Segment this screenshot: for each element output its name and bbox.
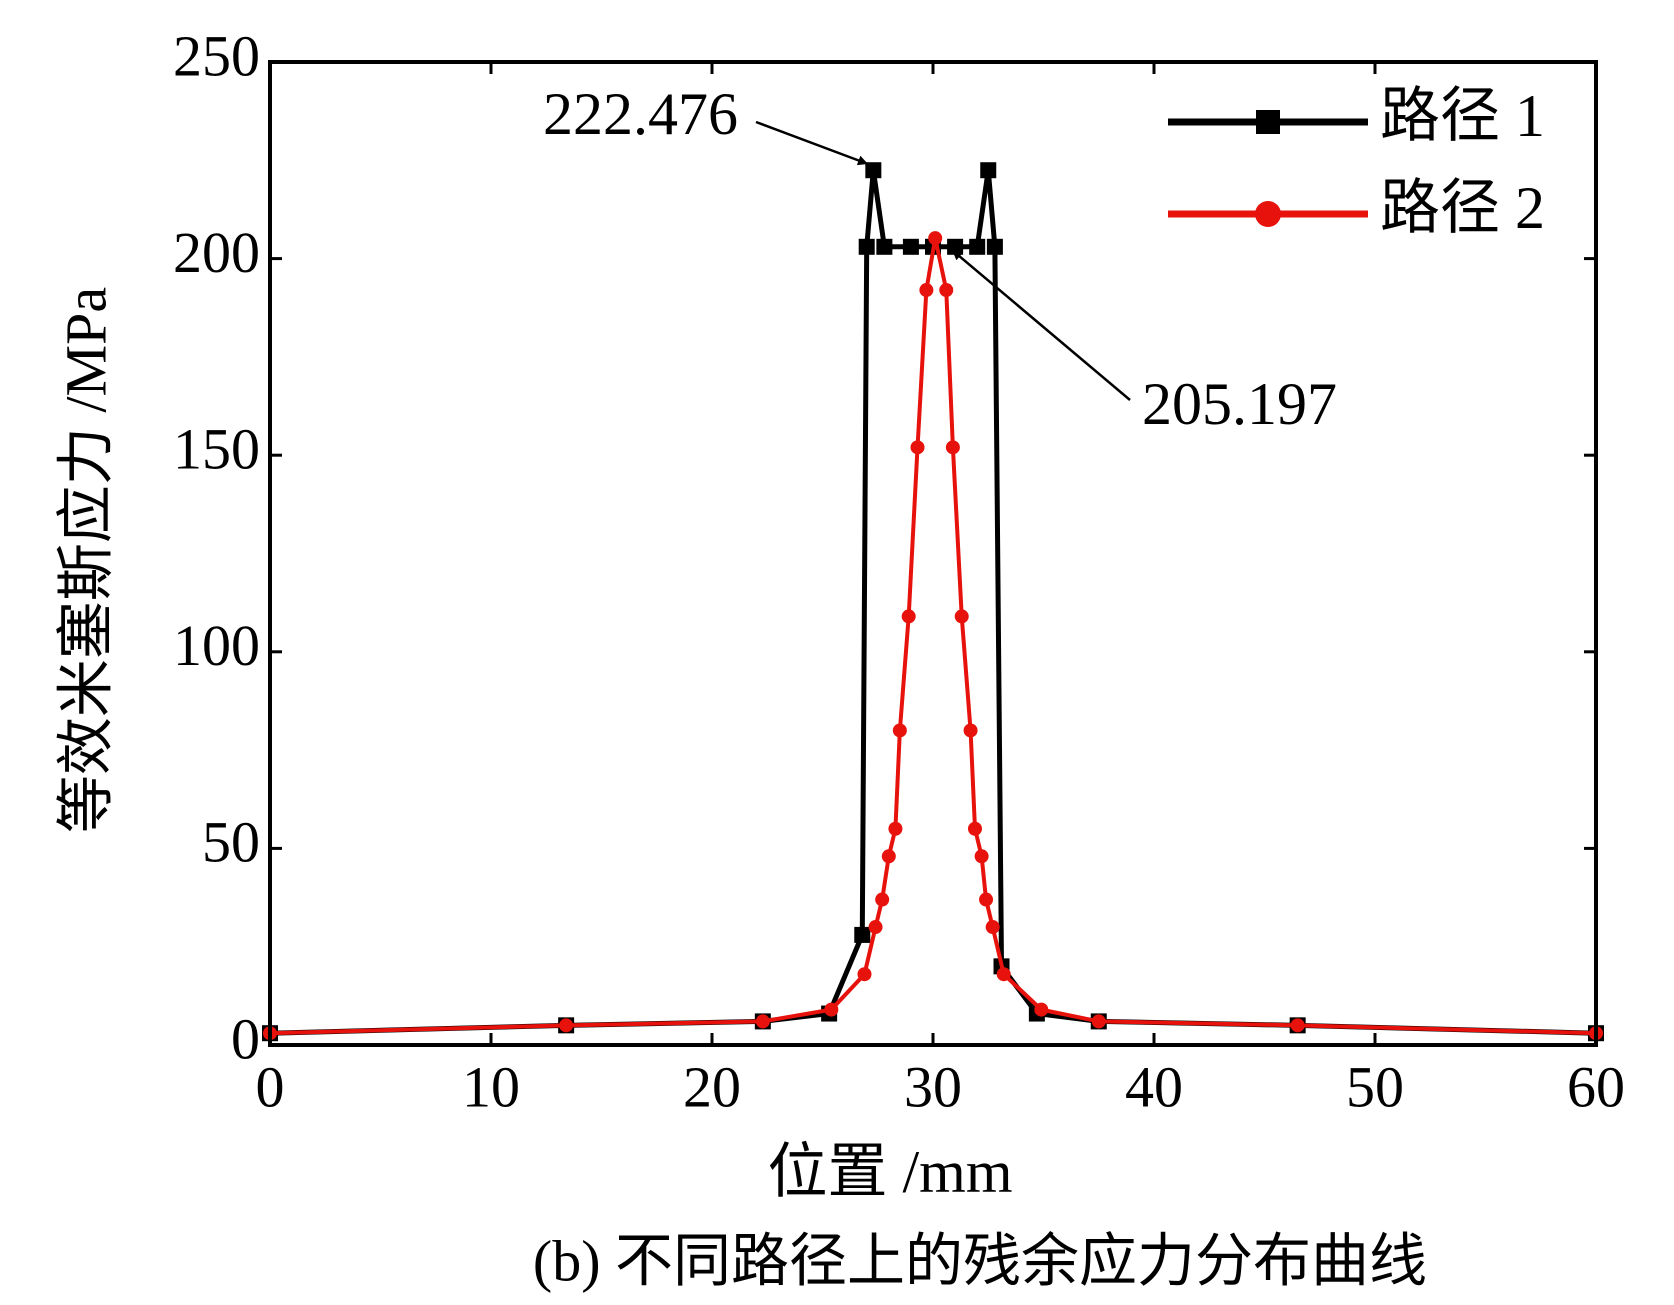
annotation: 205.197: [1142, 371, 1337, 437]
data-point: [1091, 1014, 1106, 1029]
data-point: [967, 821, 982, 836]
x-tick-label: 20: [683, 1054, 741, 1119]
data-point: [985, 920, 1000, 935]
annotation-arrow: [951, 249, 1131, 401]
legend-marker: [1255, 201, 1281, 227]
x-tick-label: 0: [256, 1054, 285, 1119]
data-point: [755, 1014, 770, 1029]
data-point: [888, 821, 903, 836]
data-point: [974, 849, 989, 864]
data-point: [892, 723, 907, 738]
data-point: [857, 967, 872, 982]
data-point: [559, 1018, 574, 1033]
data-point: [824, 1002, 839, 1017]
data-point: [881, 849, 896, 864]
data-point: [979, 892, 994, 907]
data-point: [996, 967, 1011, 982]
data-point: [1034, 1002, 1049, 1017]
x-tick-label: 40: [1125, 1054, 1183, 1119]
x-tick-label: 50: [1346, 1054, 1404, 1119]
legend-label: 路径 1: [1380, 83, 1545, 149]
series-line: [269, 169, 1597, 1036]
data-point: [963, 723, 978, 738]
y-axis-label: 等效米塞斯应力 /MPa: [53, 287, 118, 833]
x-axis-label: 位置 /mm: [767, 1139, 1012, 1205]
data-point: [1290, 1018, 1305, 1033]
annotation: 222.476: [543, 81, 738, 147]
data-point: [986, 238, 1003, 255]
data-point: [919, 283, 934, 298]
data-point: [854, 926, 871, 943]
x-tick-label: 30: [904, 1054, 962, 1119]
x-tick-label: 60: [1567, 1054, 1625, 1119]
plot-frame: [268, 60, 1598, 1047]
series-line: [269, 237, 1597, 1036]
data-point: [868, 920, 883, 935]
data-point: [980, 162, 997, 179]
data-point: [939, 283, 954, 298]
annotation-arrow: [755, 120, 869, 166]
y-tick-label: 0: [231, 1006, 260, 1071]
data-point: [910, 440, 925, 455]
data-point: [954, 609, 969, 624]
data-point: [875, 892, 890, 907]
y-tick-label: 250: [173, 23, 260, 88]
data-point: [858, 238, 875, 255]
y-tick-label: 200: [173, 220, 260, 285]
data-point: [969, 238, 986, 255]
legend-label: 路径 2: [1380, 175, 1545, 241]
y-tick-label: 150: [173, 417, 260, 482]
y-tick-label: 50: [202, 810, 260, 875]
x-tick-label: 10: [462, 1054, 520, 1119]
data-point: [865, 162, 882, 179]
chart-title: (b) 不同路径上的残余应力分布曲线: [533, 1228, 1427, 1293]
data-point: [902, 238, 919, 255]
data-point: [901, 609, 916, 624]
data-point: [876, 238, 893, 255]
data-point: [928, 231, 943, 246]
y-tick-label: 100: [173, 613, 260, 678]
legend-marker: [1256, 110, 1280, 134]
data-point: [945, 440, 960, 455]
